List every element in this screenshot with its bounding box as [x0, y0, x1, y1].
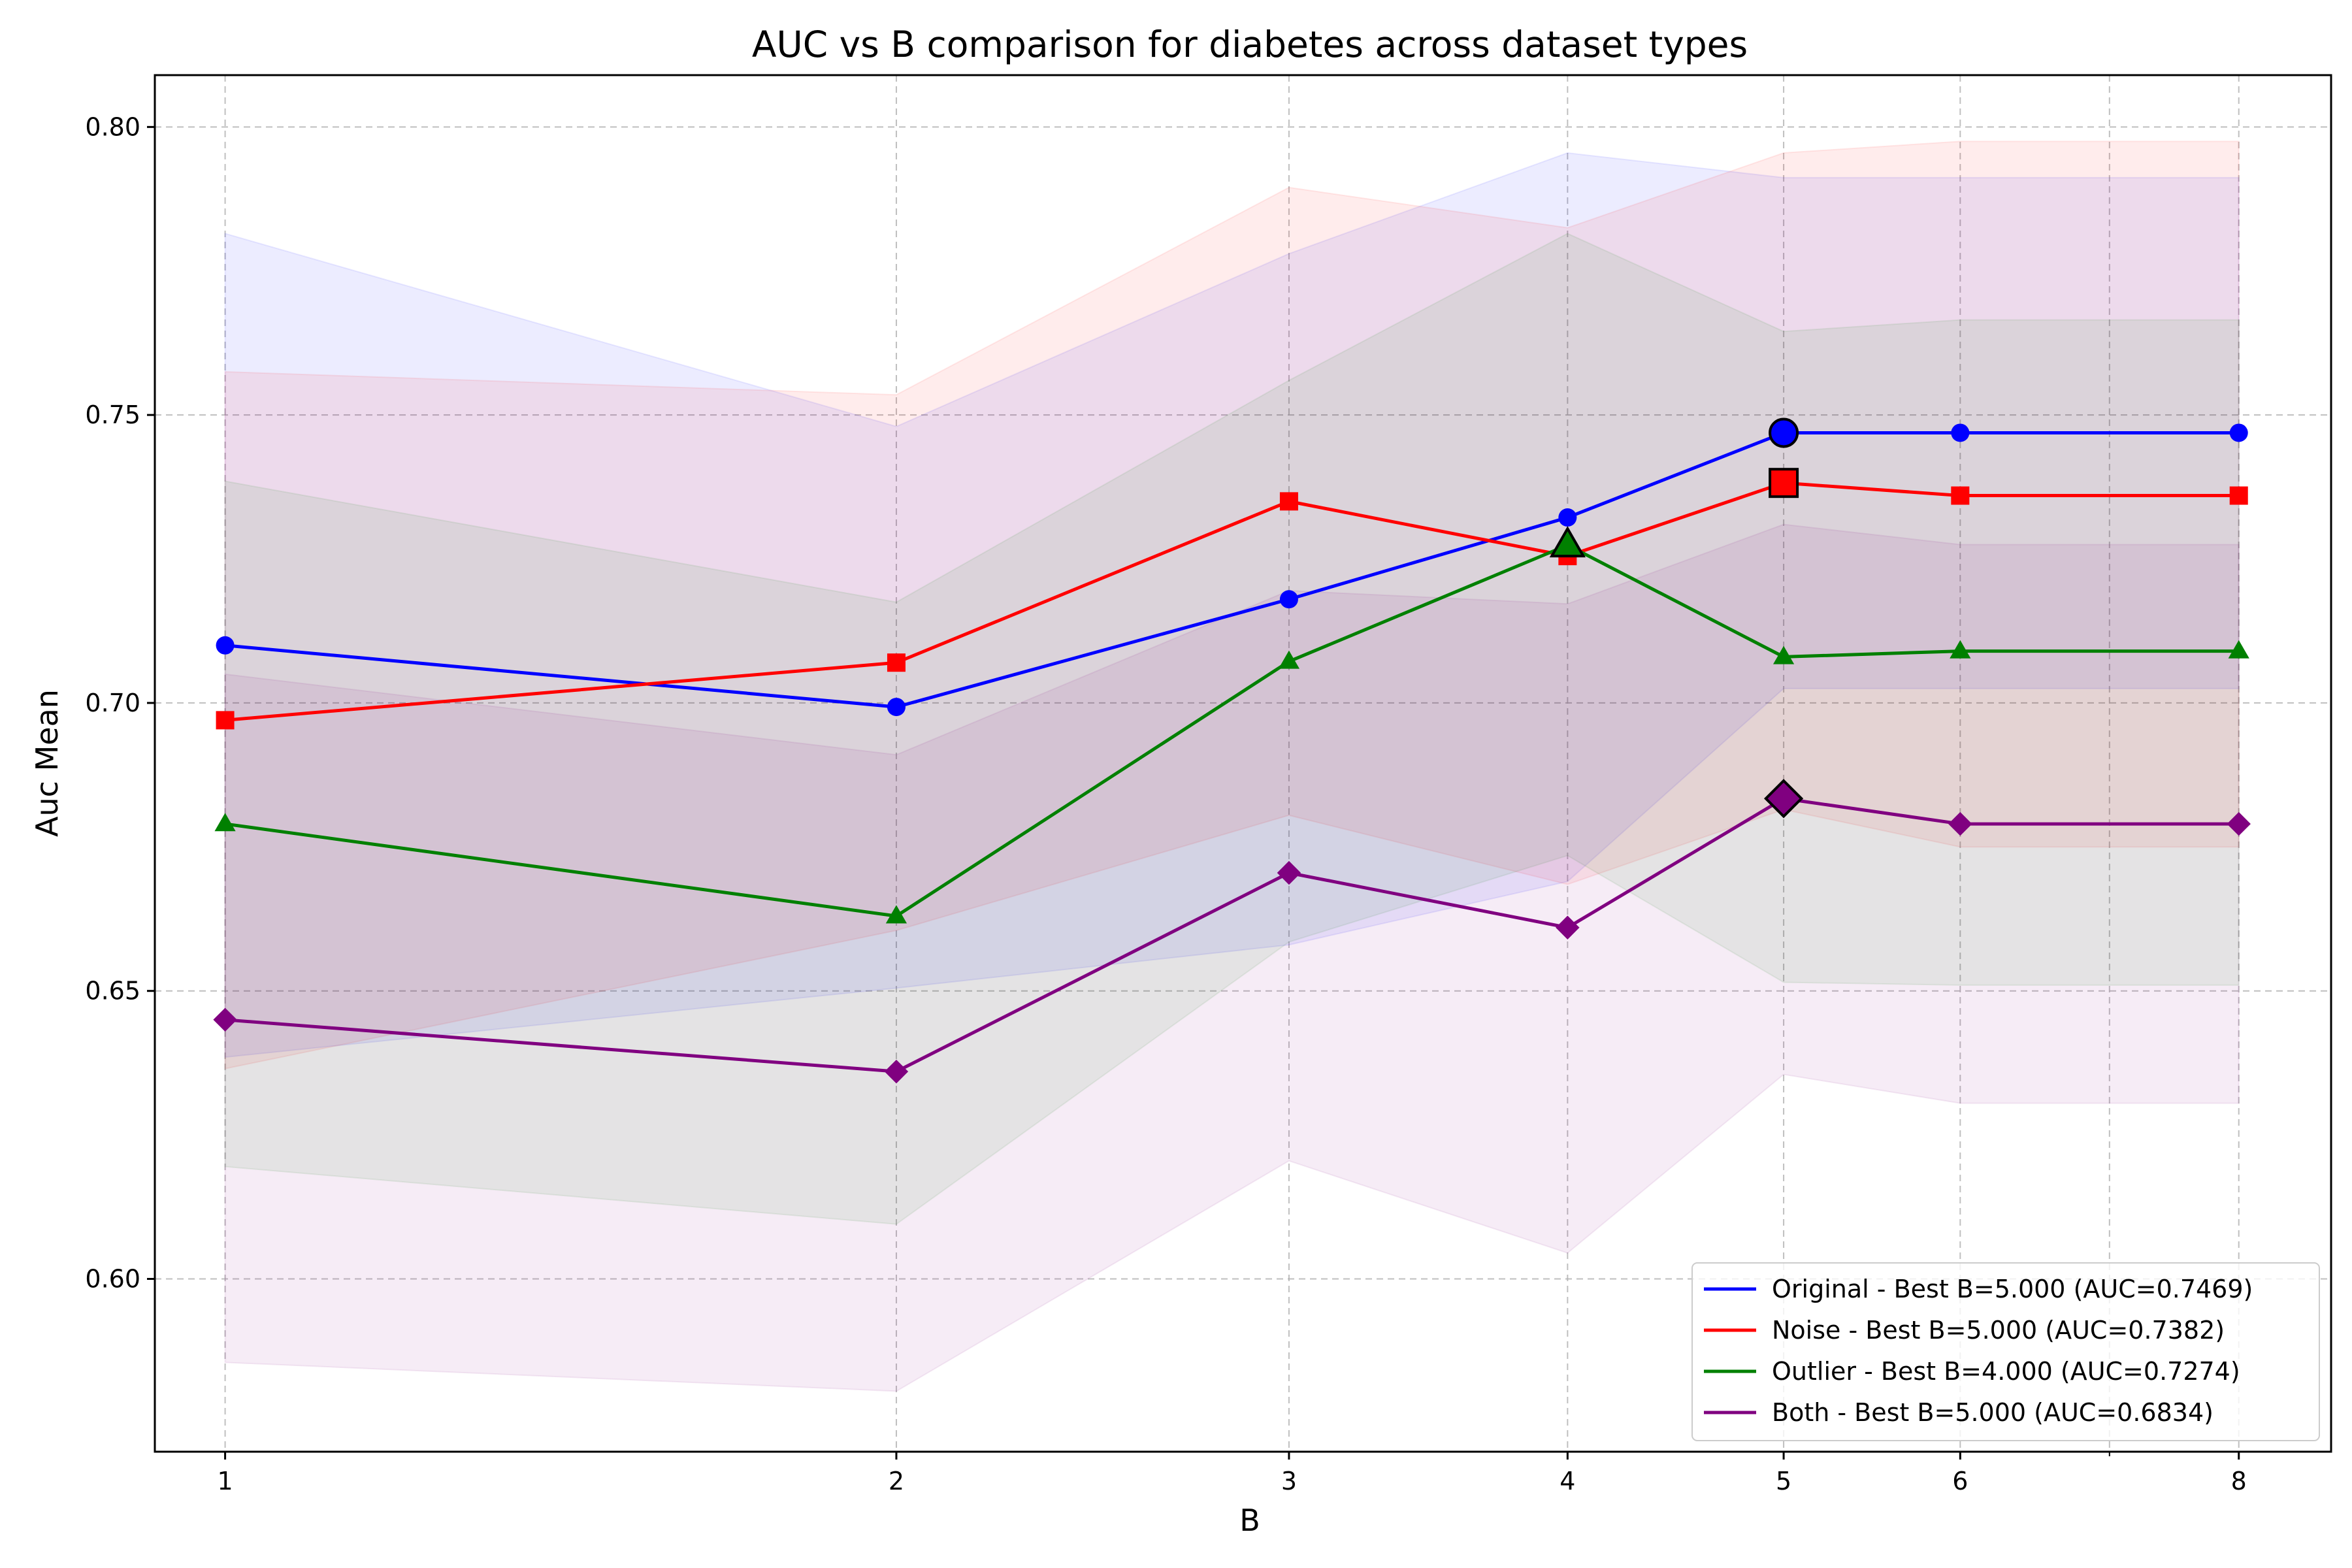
data-point: [885, 905, 907, 924]
x-tick-label: 6: [1952, 1467, 1968, 1495]
legend: Original - Best B=5.000 (AUC=0.7469) Nois…: [1691, 1262, 2320, 1441]
legend-entry: Original - Best B=5.000 (AUC=0.7469): [1772, 1275, 2253, 1303]
series-markers: [213, 423, 2251, 1084]
data-point: [214, 813, 236, 832]
legend-entry: Noise - Best B=5.000 (AUC=0.7382): [1772, 1316, 2225, 1345]
data-point: [1948, 811, 1972, 836]
data-point: [884, 1059, 909, 1084]
plot-frame: [154, 74, 2332, 1453]
data-point: [1279, 492, 1298, 511]
confidence-band: [224, 233, 2240, 1225]
best-point-marker: [1549, 526, 1586, 558]
y-tick-label: 0.70: [85, 689, 140, 717]
chart-title: AUC vs B comparison for diabetes across …: [752, 24, 1748, 65]
data-point: [216, 636, 235, 655]
data-point: [1277, 860, 1301, 885]
y-tick-label: 0.75: [85, 400, 140, 429]
best-point-marker: [1769, 468, 1799, 498]
data-point: [2229, 486, 2248, 505]
y-axis-label: Auc Mean: [29, 689, 65, 837]
best-point-marker: [1763, 779, 1804, 819]
x-tick-label: 2: [889, 1467, 904, 1495]
data-point: [1772, 645, 1795, 664]
data-point: [1278, 650, 1300, 669]
data-point: [213, 1007, 237, 1032]
data-point: [1558, 508, 1577, 527]
legend-entry: Outlier - Best B=4.000 (AUC=0.7274): [1772, 1357, 2240, 1386]
confidence-band: [224, 523, 2240, 1392]
data-point: [1951, 423, 1970, 442]
y-tick-label: 0.65: [85, 977, 140, 1005]
x-tick-label: 5: [1776, 1467, 1791, 1495]
legend-box: [1691, 1262, 2320, 1441]
confidence-band: [224, 152, 2240, 1058]
confidence-bands: [224, 140, 2240, 1392]
y-tick-label: 0.80: [85, 112, 140, 141]
y-tick-label: 0.60: [85, 1265, 140, 1294]
data-point: [2228, 640, 2249, 659]
data-point: [1950, 640, 1971, 659]
x-tick-label: 3: [1281, 1467, 1297, 1495]
axes: 1 2 3 4 5 6 8 0.60 0.65 0.70 0.75 0.80: [85, 112, 2246, 1495]
x-axis-label: B: [1239, 1503, 1260, 1538]
data-point: [887, 698, 906, 717]
data-point: [887, 653, 906, 672]
data-point: [2229, 423, 2248, 442]
best-markers: [1549, 417, 1804, 819]
x-tick-label: 4: [1560, 1467, 1575, 1495]
data-point: [216, 711, 235, 730]
data-point: [1556, 915, 1580, 939]
x-tick-label: 8: [2231, 1467, 2247, 1495]
data-point: [1951, 486, 1970, 505]
confidence-band: [224, 140, 2240, 1070]
data-point: [2227, 811, 2251, 836]
data-point: [1279, 590, 1298, 609]
best-point-marker: [1769, 417, 1799, 448]
legend-entry: Both - Best B=5.000 (AUC=0.6834): [1772, 1398, 2213, 1427]
x-tick-label: 1: [217, 1467, 233, 1495]
